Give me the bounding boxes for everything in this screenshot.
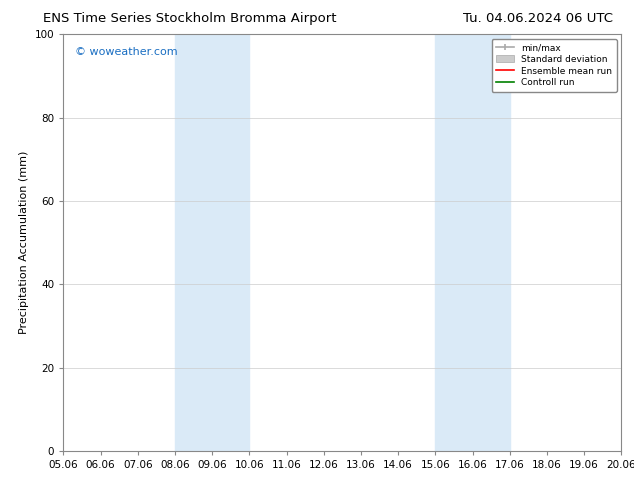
Text: © woweather.com: © woweather.com — [75, 47, 177, 57]
Legend: min/max, Standard deviation, Ensemble mean run, Controll run: min/max, Standard deviation, Ensemble me… — [491, 39, 617, 92]
Text: Tu. 04.06.2024 06 UTC: Tu. 04.06.2024 06 UTC — [463, 12, 613, 25]
Bar — [436, 34, 510, 451]
Bar — [175, 34, 249, 451]
Text: ENS Time Series Stockholm Bromma Airport: ENS Time Series Stockholm Bromma Airport — [44, 12, 337, 25]
Y-axis label: Precipitation Accumulation (mm): Precipitation Accumulation (mm) — [19, 151, 29, 334]
